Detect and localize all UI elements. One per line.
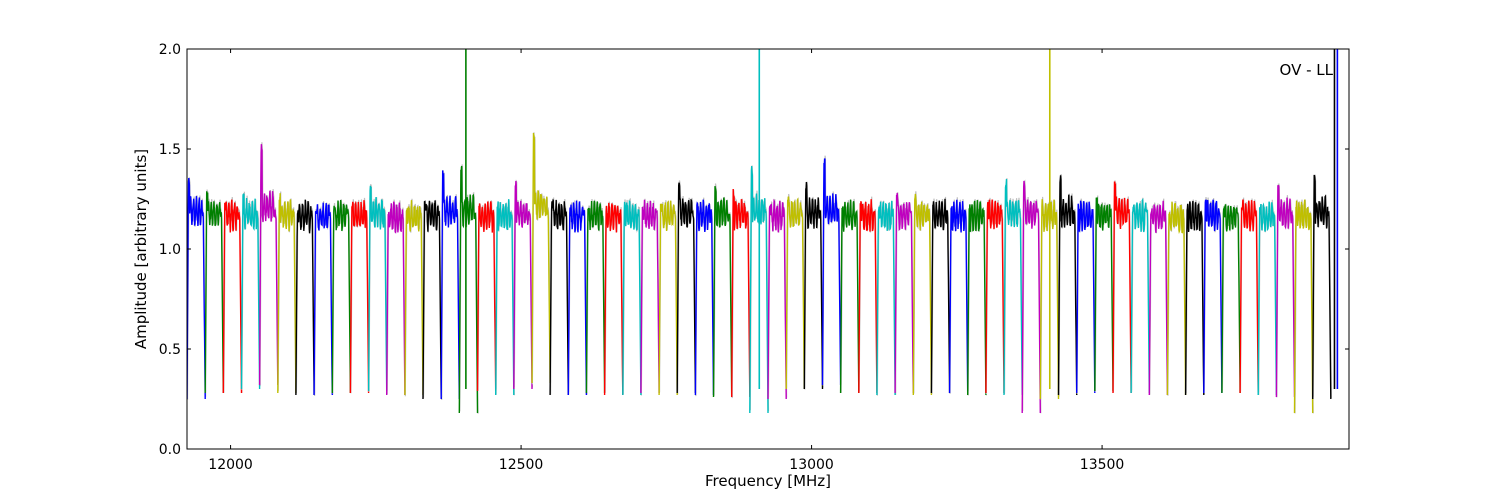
channel-series-line — [858, 199, 878, 394]
x-tick-label: 12000 — [208, 457, 253, 473]
channel-series-line — [331, 199, 352, 394]
channel-series-line — [222, 199, 243, 394]
channel-series-line — [386, 201, 406, 396]
channel-series-line — [767, 198, 787, 400]
channel-series-line — [676, 182, 697, 394]
x-tick-label: 13500 — [1080, 457, 1125, 473]
channel-series-line — [1112, 181, 1132, 394]
channel-series-line — [1003, 178, 1023, 396]
channel-series-line — [694, 199, 715, 396]
channel-series-line — [785, 196, 805, 390]
channel-series-line — [187, 177, 206, 400]
channel-series-line — [476, 201, 497, 392]
channel-series-line — [258, 144, 279, 386]
channel-series-line — [295, 199, 315, 396]
x-axis-label: Frequency [MHz] — [705, 472, 831, 490]
y-tick-label: 2.0 — [159, 42, 181, 58]
channel-series-line — [894, 192, 914, 394]
channel-series-line — [1148, 200, 1169, 396]
channel-series-line — [567, 200, 588, 396]
chart-annotation: OV - LL — [1280, 61, 1334, 79]
channel-series-line — [1166, 201, 1187, 396]
channel-series-line — [531, 132, 551, 384]
channel-series-line — [985, 199, 1005, 394]
channel-series-line — [1293, 199, 1314, 414]
channel-series-line — [495, 199, 515, 396]
ticks-layer: 12000 12500 13000 13500 0.0 0.5 1.0 1.5 2.0 — [159, 42, 1349, 473]
channel-series-line — [1184, 200, 1205, 396]
channel-series-line — [349, 200, 370, 394]
channel-series-line — [912, 193, 933, 396]
channel-series-line — [658, 200, 678, 396]
channel-series-line — [839, 199, 860, 394]
channel-series-line — [1094, 197, 1114, 392]
y-tick-label: 0.0 — [159, 442, 181, 458]
x-tick-label: 13000 — [789, 457, 834, 473]
channel-series-line — [876, 200, 896, 396]
channel-series-line — [367, 185, 388, 392]
y-tick-label: 1.0 — [159, 242, 181, 258]
channel-series-line — [967, 200, 987, 396]
channel-series-line — [440, 170, 460, 400]
channel-series-line — [930, 198, 951, 394]
channel-series-line — [948, 199, 969, 394]
channel-series-line — [1130, 197, 1151, 394]
channel-series-line — [204, 191, 224, 394]
channel-series-line — [313, 202, 333, 396]
channel-series-line — [1021, 180, 1042, 414]
channel-series-line — [1239, 199, 1259, 394]
channel-series-line — [458, 165, 479, 414]
channel-series-line — [1075, 200, 1096, 394]
channel-series-line — [240, 193, 261, 390]
channel-series-line — [712, 185, 733, 398]
channel-series-line — [404, 200, 424, 396]
channel-series-line — [1311, 174, 1332, 400]
y-axis-label: Amplitude [arbitrary units] — [132, 149, 150, 349]
x-tick-label: 12500 — [499, 457, 544, 473]
channel-series-line — [1221, 204, 1241, 394]
channel-series-line — [549, 199, 569, 396]
channel-series-line — [821, 158, 842, 386]
channel-series-line — [277, 193, 297, 394]
channel-series-line — [1275, 184, 1296, 398]
channel-series-line — [1203, 199, 1223, 394]
series-layer — [187, 49, 1339, 414]
y-tick-label: 1.5 — [159, 142, 181, 158]
channel-series-line — [731, 188, 751, 398]
channel-series-line — [585, 200, 606, 394]
channel-series-line — [1257, 201, 1278, 396]
channel-series-line — [1057, 175, 1078, 396]
channel-series-line — [803, 181, 824, 390]
channel-series-line — [622, 199, 642, 396]
y-tick-label: 0.5 — [159, 342, 181, 358]
channel-series-line — [513, 180, 533, 390]
channel-series-line — [422, 200, 442, 400]
channel-series-line — [603, 202, 624, 396]
channel-series-line — [640, 199, 660, 394]
